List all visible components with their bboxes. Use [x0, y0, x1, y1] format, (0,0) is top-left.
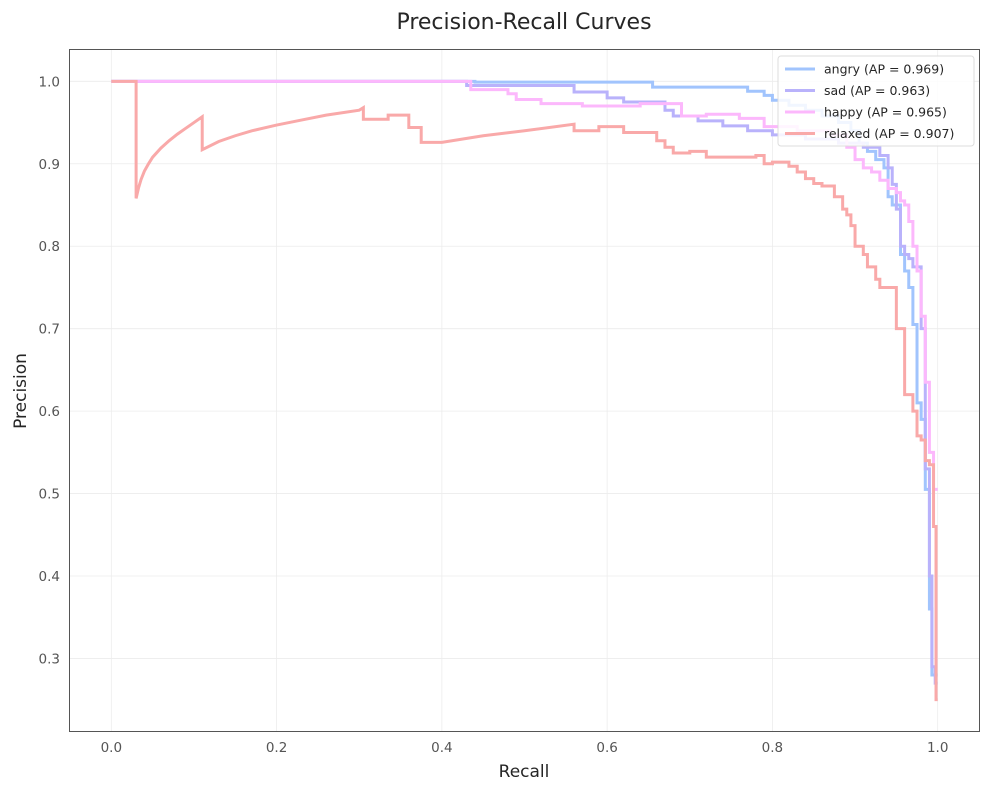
x-tick-label: 0.0 [101, 740, 122, 756]
legend-label-0: angry (AP = 0.969) [824, 62, 944, 77]
x-tick-label: 0.2 [266, 740, 287, 756]
plot-frame [69, 49, 980, 732]
x-tick-label: 0.6 [596, 740, 617, 756]
x-tick-label: 1.0 [927, 740, 948, 756]
legend-label-2: happy (AP = 0.965) [824, 105, 947, 120]
legend-box [777, 55, 975, 147]
y-tick-label: 0.4 [39, 569, 60, 585]
y-tick-label: 0.7 [39, 322, 60, 338]
y-axis-label: Precision [11, 353, 31, 429]
grid [70, 50, 979, 731]
legend: angry (AP = 0.969) sad (AP = 0.963) happy … [777, 55, 975, 147]
y-tick-label: 0.9 [39, 157, 60, 173]
x-ticks: 0.0 0.2 0.4 0.6 0.8 1.0 [101, 740, 949, 756]
y-ticks: 0.3 0.4 0.5 0.6 0.7 0.8 0.9 1.0 [39, 74, 60, 667]
y-tick-label: 0.6 [39, 404, 60, 420]
legend-label-1: sad (AP = 0.963) [824, 83, 930, 98]
series-line-2 [111, 79, 938, 491]
x-tick-label: 0.8 [762, 740, 783, 756]
y-tick-label: 0.3 [39, 651, 60, 667]
series-line-3 [111, 79, 938, 702]
series-group [111, 79, 938, 702]
series-line-1 [111, 79, 938, 685]
chart-title: Precision-Recall Curves [396, 10, 651, 35]
x-axis-label: Recall [499, 762, 550, 782]
series-line-0 [111, 79, 938, 677]
y-tick-label: 0.5 [39, 487, 60, 503]
legend-label-3: relaxed (AP = 0.907) [824, 126, 954, 141]
x-tick-label: 0.4 [431, 740, 452, 756]
y-tick-label: 0.8 [39, 239, 60, 255]
y-tick-label: 1.0 [39, 74, 60, 90]
